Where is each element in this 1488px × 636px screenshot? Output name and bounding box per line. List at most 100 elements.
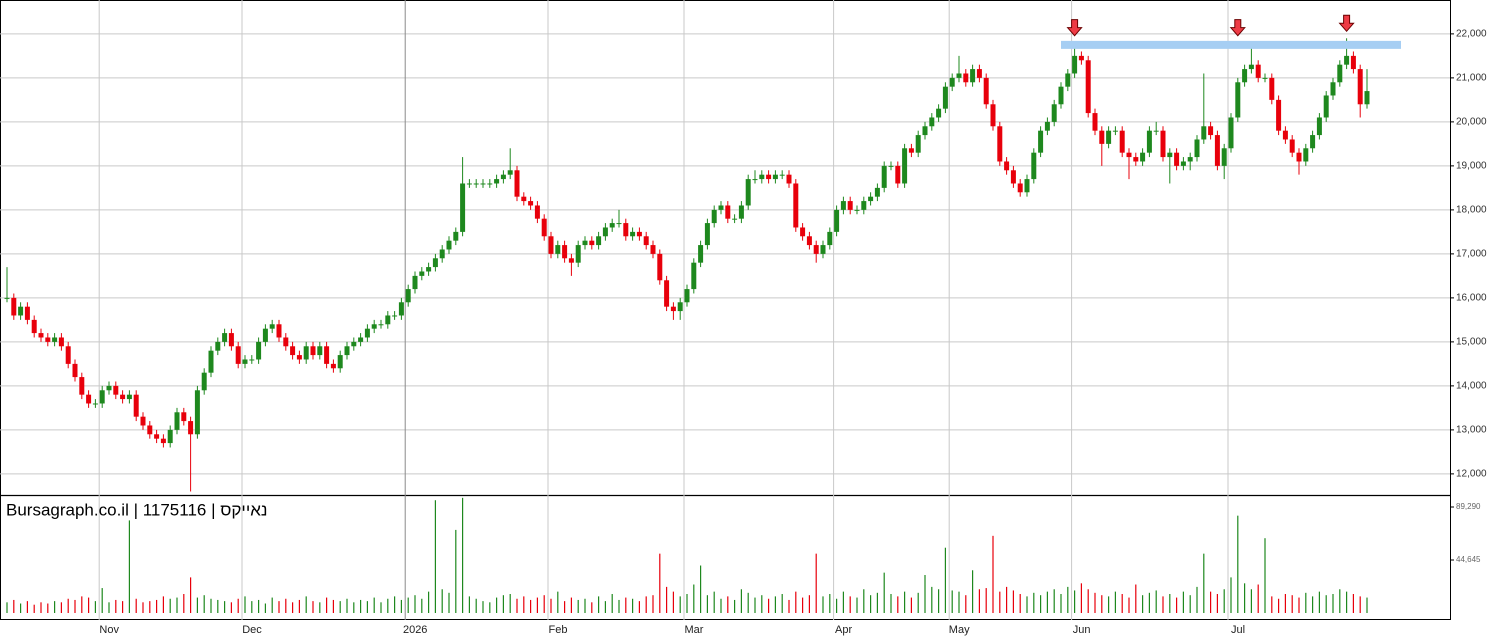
- volume-bar: [938, 589, 940, 613]
- volume-bar: [1203, 553, 1205, 613]
- candle-body: [589, 240, 595, 246]
- candle-body: [181, 412, 187, 422]
- candle-body: [942, 86, 948, 109]
- volume-bar: [1046, 591, 1048, 613]
- volume-bar: [421, 598, 423, 613]
- candle-body: [133, 394, 139, 417]
- volume-bar: [876, 592, 878, 613]
- volume-bar: [142, 602, 144, 613]
- volume-bar: [1074, 590, 1076, 613]
- volume-bar: [455, 529, 457, 613]
- candle-body: [874, 187, 880, 197]
- candle-body: [534, 205, 540, 219]
- candle-body: [813, 245, 819, 254]
- volume-bar: [564, 601, 566, 613]
- volume-bar: [244, 596, 246, 613]
- candle-body: [228, 333, 234, 347]
- volume-bar: [1121, 594, 1123, 613]
- y2-tick-label: 44,645: [1456, 555, 1481, 564]
- candle-body: [1208, 126, 1214, 136]
- candle-body: [487, 183, 493, 185]
- volume-bar: [13, 599, 15, 613]
- volume-bar: [1148, 592, 1150, 613]
- candle-body: [1194, 139, 1200, 158]
- candle-body: [392, 315, 398, 317]
- volume-bar: [591, 602, 593, 613]
- volume-bar: [339, 601, 341, 613]
- volume-bar: [264, 603, 266, 613]
- candle-body: [1323, 95, 1329, 118]
- candle-body: [1242, 69, 1248, 83]
- volume-bar: [754, 597, 756, 613]
- volume-bar: [870, 595, 872, 613]
- candle-body: [31, 319, 37, 334]
- candle-body: [398, 302, 404, 316]
- candle-body: [1017, 183, 1023, 193]
- volume-bar: [1114, 591, 1116, 613]
- volume-bar: [54, 601, 56, 613]
- volume-bar: [258, 599, 260, 613]
- candle-body: [1153, 130, 1159, 132]
- volume-bar: [1012, 590, 1014, 613]
- volume-bar: [251, 601, 253, 613]
- volume-bar: [1006, 586, 1008, 613]
- y2-tick-label: 89,290: [1456, 502, 1481, 511]
- volume-bar: [1196, 586, 1198, 613]
- candle-body: [670, 306, 676, 312]
- candle-body: [725, 205, 731, 219]
- candle-body: [1316, 117, 1322, 136]
- volume-bar: [836, 598, 838, 613]
- candle-body: [72, 363, 78, 378]
- candle-body: [786, 174, 792, 184]
- volume-bar: [305, 596, 307, 613]
- candle-body: [453, 231, 459, 241]
- volume-bar: [326, 597, 328, 613]
- y-tick-label: 18,000: [1456, 205, 1487, 216]
- candle-body: [806, 236, 812, 246]
- volume-bar: [292, 602, 294, 613]
- candle-body: [1221, 148, 1227, 166]
- volume-bar: [584, 598, 586, 613]
- candle-body: [480, 183, 486, 185]
- candle-body: [868, 196, 874, 202]
- candle-body: [1214, 135, 1220, 166]
- candle-body: [1303, 148, 1309, 162]
- candle-body: [473, 183, 479, 185]
- volume-bar: [1325, 595, 1327, 613]
- volume-bar: [570, 597, 572, 613]
- volume-bar: [530, 599, 532, 613]
- candle-body: [1167, 152, 1173, 158]
- candle-body: [970, 69, 976, 83]
- candle-body: [1044, 121, 1050, 131]
- volume-bar: [1108, 596, 1110, 613]
- candle-body: [18, 306, 24, 316]
- candle-body: [732, 218, 738, 220]
- volume-bar: [788, 599, 790, 613]
- volume-bar: [985, 588, 987, 613]
- candle-body: [800, 227, 806, 237]
- candle-body: [269, 324, 275, 329]
- candle-body: [154, 434, 160, 439]
- y-tick-label: 17,000: [1456, 249, 1487, 260]
- volume-bar: [611, 594, 613, 613]
- axes: 12,000 13,000 14,000 15,000 16,000 17,000 18,0…: [99, 29, 1487, 636]
- volume-bar: [1291, 595, 1293, 613]
- volume-bar: [298, 599, 300, 613]
- volume-bar: [33, 604, 35, 613]
- candle-body: [1058, 86, 1064, 105]
- volume-bar: [1019, 594, 1021, 613]
- volume-bar: [1101, 595, 1103, 613]
- volume-bar: [108, 602, 110, 613]
- volume-bar: [176, 597, 178, 613]
- volume-bar: [394, 596, 396, 613]
- volume-bar: [40, 602, 42, 613]
- candle-body: [847, 201, 853, 210]
- volume-bar: [1135, 584, 1137, 613]
- candle-body: [1282, 130, 1288, 140]
- volume-bar: [6, 602, 8, 613]
- candle-body: [657, 253, 663, 281]
- candle-body: [1078, 55, 1084, 61]
- price-panel: [4, 38, 1370, 492]
- volume-bar: [1182, 591, 1184, 613]
